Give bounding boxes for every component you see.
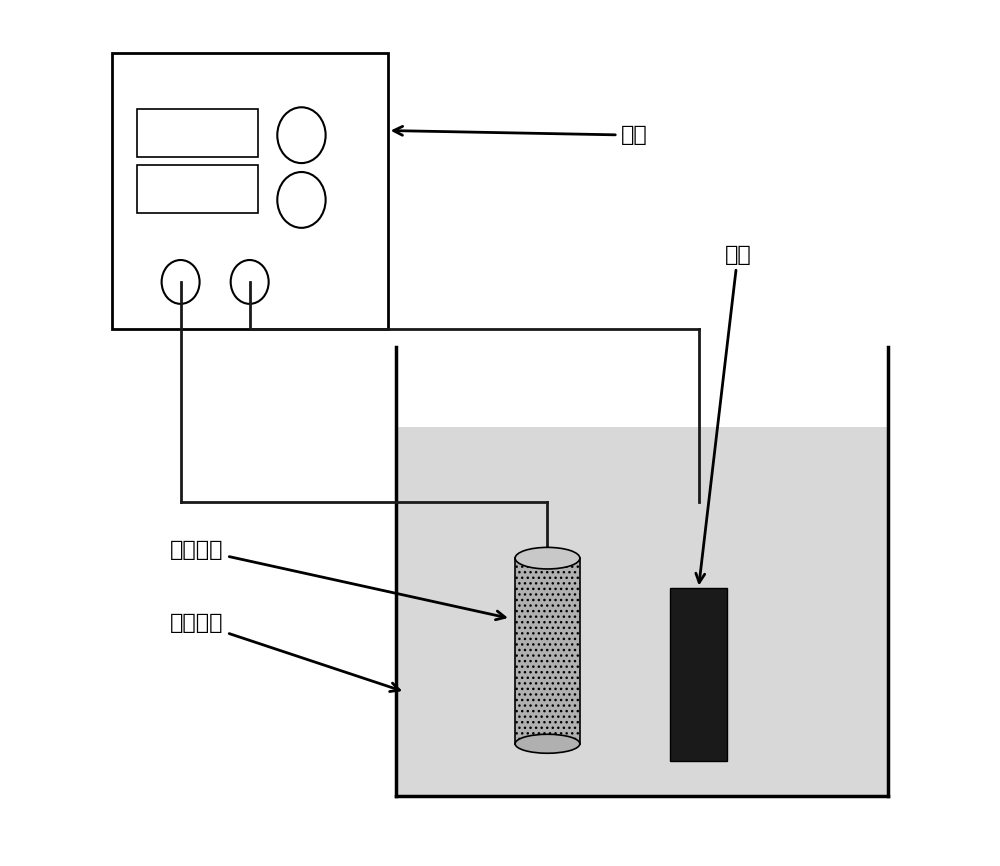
Bar <box>515 559 580 744</box>
Text: 电沉积液: 电沉积液 <box>170 613 399 692</box>
Ellipse shape <box>277 172 326 228</box>
Bar <box>515 559 580 744</box>
Text: 金属支架: 金属支架 <box>170 540 505 620</box>
Ellipse shape <box>231 260 269 304</box>
Bar <box>137 109 258 157</box>
Ellipse shape <box>515 734 580 753</box>
Bar <box>112 53 388 329</box>
Ellipse shape <box>162 260 200 304</box>
Bar <box>396 428 888 796</box>
Bar <box>670 588 727 761</box>
Text: 电源: 电源 <box>394 126 648 145</box>
Bar <box>137 165 258 213</box>
Text: 电极: 电极 <box>696 245 751 583</box>
Ellipse shape <box>515 547 580 569</box>
Ellipse shape <box>277 107 326 163</box>
